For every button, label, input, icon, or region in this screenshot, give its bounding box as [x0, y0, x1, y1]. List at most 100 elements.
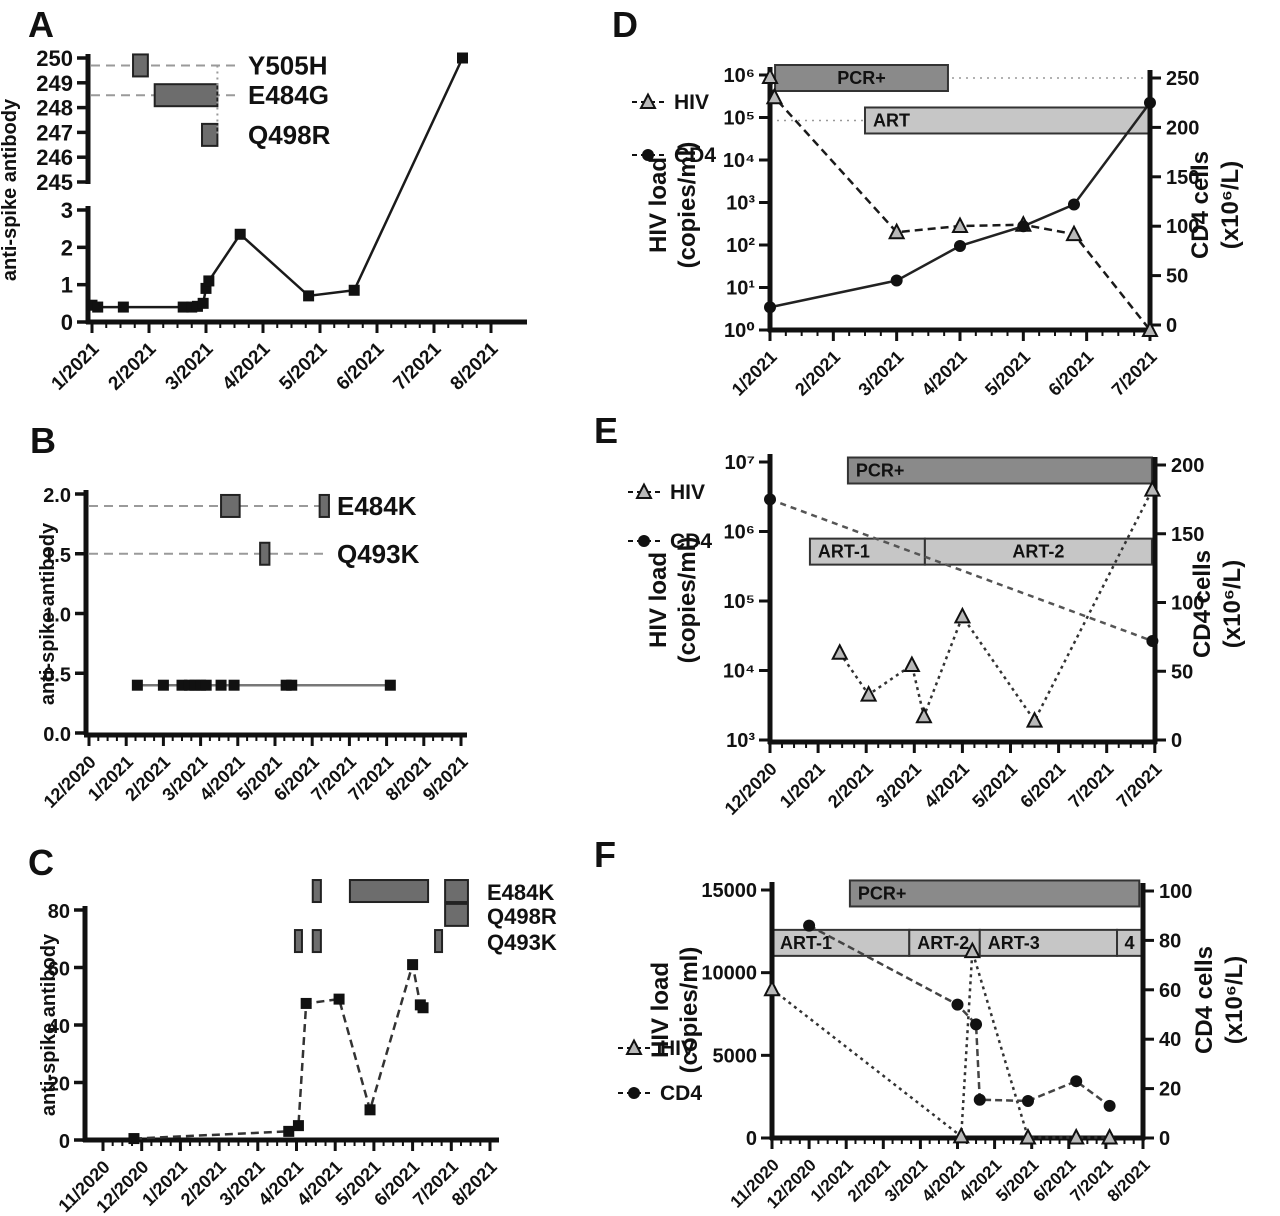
left-tick-label: 10⁶: [724, 65, 755, 87]
left-axis-title: (copies/ml): [674, 142, 701, 269]
left-tick-label: 10³: [726, 730, 755, 752]
hiv-marker-triangle: [1067, 1127, 1085, 1145]
treatment-bar-label-ART-2: ART-2: [917, 933, 969, 953]
y-tick-label: 247: [36, 120, 73, 145]
cd4-marker-circle: [764, 301, 776, 314]
mutation-box-E484K: [311, 879, 322, 904]
cd4-marker-circle: [890, 274, 903, 287]
mutation-label-Q493K: Q493K: [487, 930, 557, 955]
right-axis-title: CD4 cells: [1187, 151, 1214, 259]
left-axis-title: HIV load: [645, 552, 672, 648]
antibody-point-square: [228, 679, 240, 691]
hiv-marker-triangle: [1143, 479, 1162, 497]
y-axis-title: anti-spike antibody: [0, 98, 21, 281]
y-tick-label: 1: [61, 273, 73, 298]
mutation-box-E484K: [444, 879, 469, 904]
right-axis-title: (x10⁶/L): [1219, 560, 1246, 648]
cd4-marker-circle: [764, 493, 776, 506]
mutation-box-Q498R: [444, 902, 469, 927]
mutation-box-E484K: [220, 493, 241, 518]
right-tick-label: 0: [1171, 730, 1182, 752]
antibody-point-square: [215, 679, 227, 691]
antibody-series-line: [133, 964, 424, 1140]
right-tick-label: 80: [1159, 930, 1181, 952]
antibody-point-square: [364, 1104, 376, 1116]
y-tick-label: 2: [61, 235, 73, 260]
antibody-point-square: [197, 297, 209, 309]
antibody-point-square: [117, 301, 129, 313]
left-tick-label: 5000: [713, 1045, 758, 1067]
hiv-marker-triangle: [859, 684, 878, 702]
antibody-point-square: [234, 228, 246, 240]
cd4-marker-circle: [953, 239, 966, 252]
hiv-marker-triangle: [1100, 1127, 1119, 1145]
antibody-point-square: [191, 300, 203, 312]
right-tick-label: 20: [1159, 1079, 1181, 1101]
left-tick-label: 15000: [701, 880, 757, 902]
hiv-series-line: [838, 489, 1154, 724]
mutation-label-Q498R: Q498R: [248, 120, 331, 150]
hiv-marker-triangle: [1025, 710, 1044, 728]
hiv-marker-triangle: [953, 606, 972, 624]
y-tick-label: 0: [59, 1131, 70, 1153]
x-tick-label: 12/2020: [40, 752, 100, 812]
antibody-point-square: [176, 679, 188, 691]
hiv-series-line: [771, 950, 1110, 1139]
panel-B-chart: E484KQ493K0.00.51.01.52.012/20201/20212/…: [37, 485, 472, 812]
left-tick-label: 10⁵: [723, 591, 755, 613]
left-tick-label: 10⁵: [723, 108, 755, 130]
antibody-point-square: [286, 679, 298, 691]
left-axis-title: (copies/ml): [676, 947, 703, 1074]
mutation-box-E484G: [153, 83, 219, 108]
antibody-point-square: [177, 301, 189, 313]
x-tick-label: 12/2020: [721, 759, 781, 819]
legend-marker-circle: [628, 1087, 640, 1099]
cd4-series-line: [769, 101, 1151, 309]
mutation-label-Q493K: Q493K: [337, 539, 420, 569]
legend-marker-circle: [638, 535, 650, 547]
treatment-bar-ART-2: [923, 537, 1153, 566]
x-tick-label: 3/2021: [854, 347, 907, 400]
antibody-point-square: [183, 679, 195, 691]
y-tick-label: 3: [61, 198, 73, 223]
x-tick-label: 7/2021: [1064, 759, 1117, 812]
x-tick-label: 2/2021: [824, 759, 877, 812]
y-axis-title: anti-spike antibody: [37, 522, 59, 705]
y-tick-label: 1.0: [43, 605, 71, 627]
treatment-bar-label-4: 4: [1124, 933, 1134, 953]
x-tick-label: 4/2021: [918, 347, 971, 400]
mutation-label-E484K: E484K: [337, 491, 417, 521]
hiv-marker-triangle: [1019, 1127, 1037, 1145]
x-tick-label: 4/2021: [219, 338, 275, 394]
right-tick-label: 50: [1171, 661, 1193, 683]
treatment-bar-ART: [863, 106, 1151, 135]
treatment-bar-label-ART: ART: [873, 110, 910, 130]
y-tick-label: 1.5: [43, 545, 71, 567]
y-tick-label: 248: [36, 96, 73, 121]
x-tick-label: 5/2021: [981, 347, 1034, 400]
mutation-box-Q498R: [201, 122, 219, 147]
legend-marker-triangle: [639, 92, 657, 109]
right-axis-title: CD4 cells: [1191, 946, 1218, 1054]
hiv-marker-triangle: [1141, 320, 1159, 337]
antibody-point-square: [195, 679, 207, 691]
x-tick-label: 5/2021: [968, 759, 1021, 812]
treatment-bar-PCR+: [848, 879, 1141, 908]
mutation-box-Q493K: [434, 929, 444, 954]
y-tick-label: 0: [61, 310, 73, 335]
right-tick-label: 100: [1171, 593, 1204, 615]
x-tick-label: 2/2021: [105, 338, 161, 394]
treatment-bar-PCR+: [846, 456, 1153, 485]
mutation-box-Q493K: [311, 929, 322, 954]
mutation-label-Q498R: Q498R: [487, 904, 557, 929]
cd4-marker-circle: [1146, 635, 1159, 647]
left-tick-label: 10⁰: [724, 320, 755, 342]
cd4-series-line: [769, 498, 1153, 643]
legend-label-CD4: CD4: [674, 144, 716, 167]
x-tick-label: 2/2021: [791, 347, 844, 400]
y-tick-label: 80: [48, 901, 70, 923]
hiv-marker-triangle: [1065, 224, 1083, 242]
x-tick-label: 3/2021: [872, 759, 925, 812]
mutation-box-Q493K: [293, 929, 303, 954]
hiv-marker-triangle: [903, 655, 921, 672]
